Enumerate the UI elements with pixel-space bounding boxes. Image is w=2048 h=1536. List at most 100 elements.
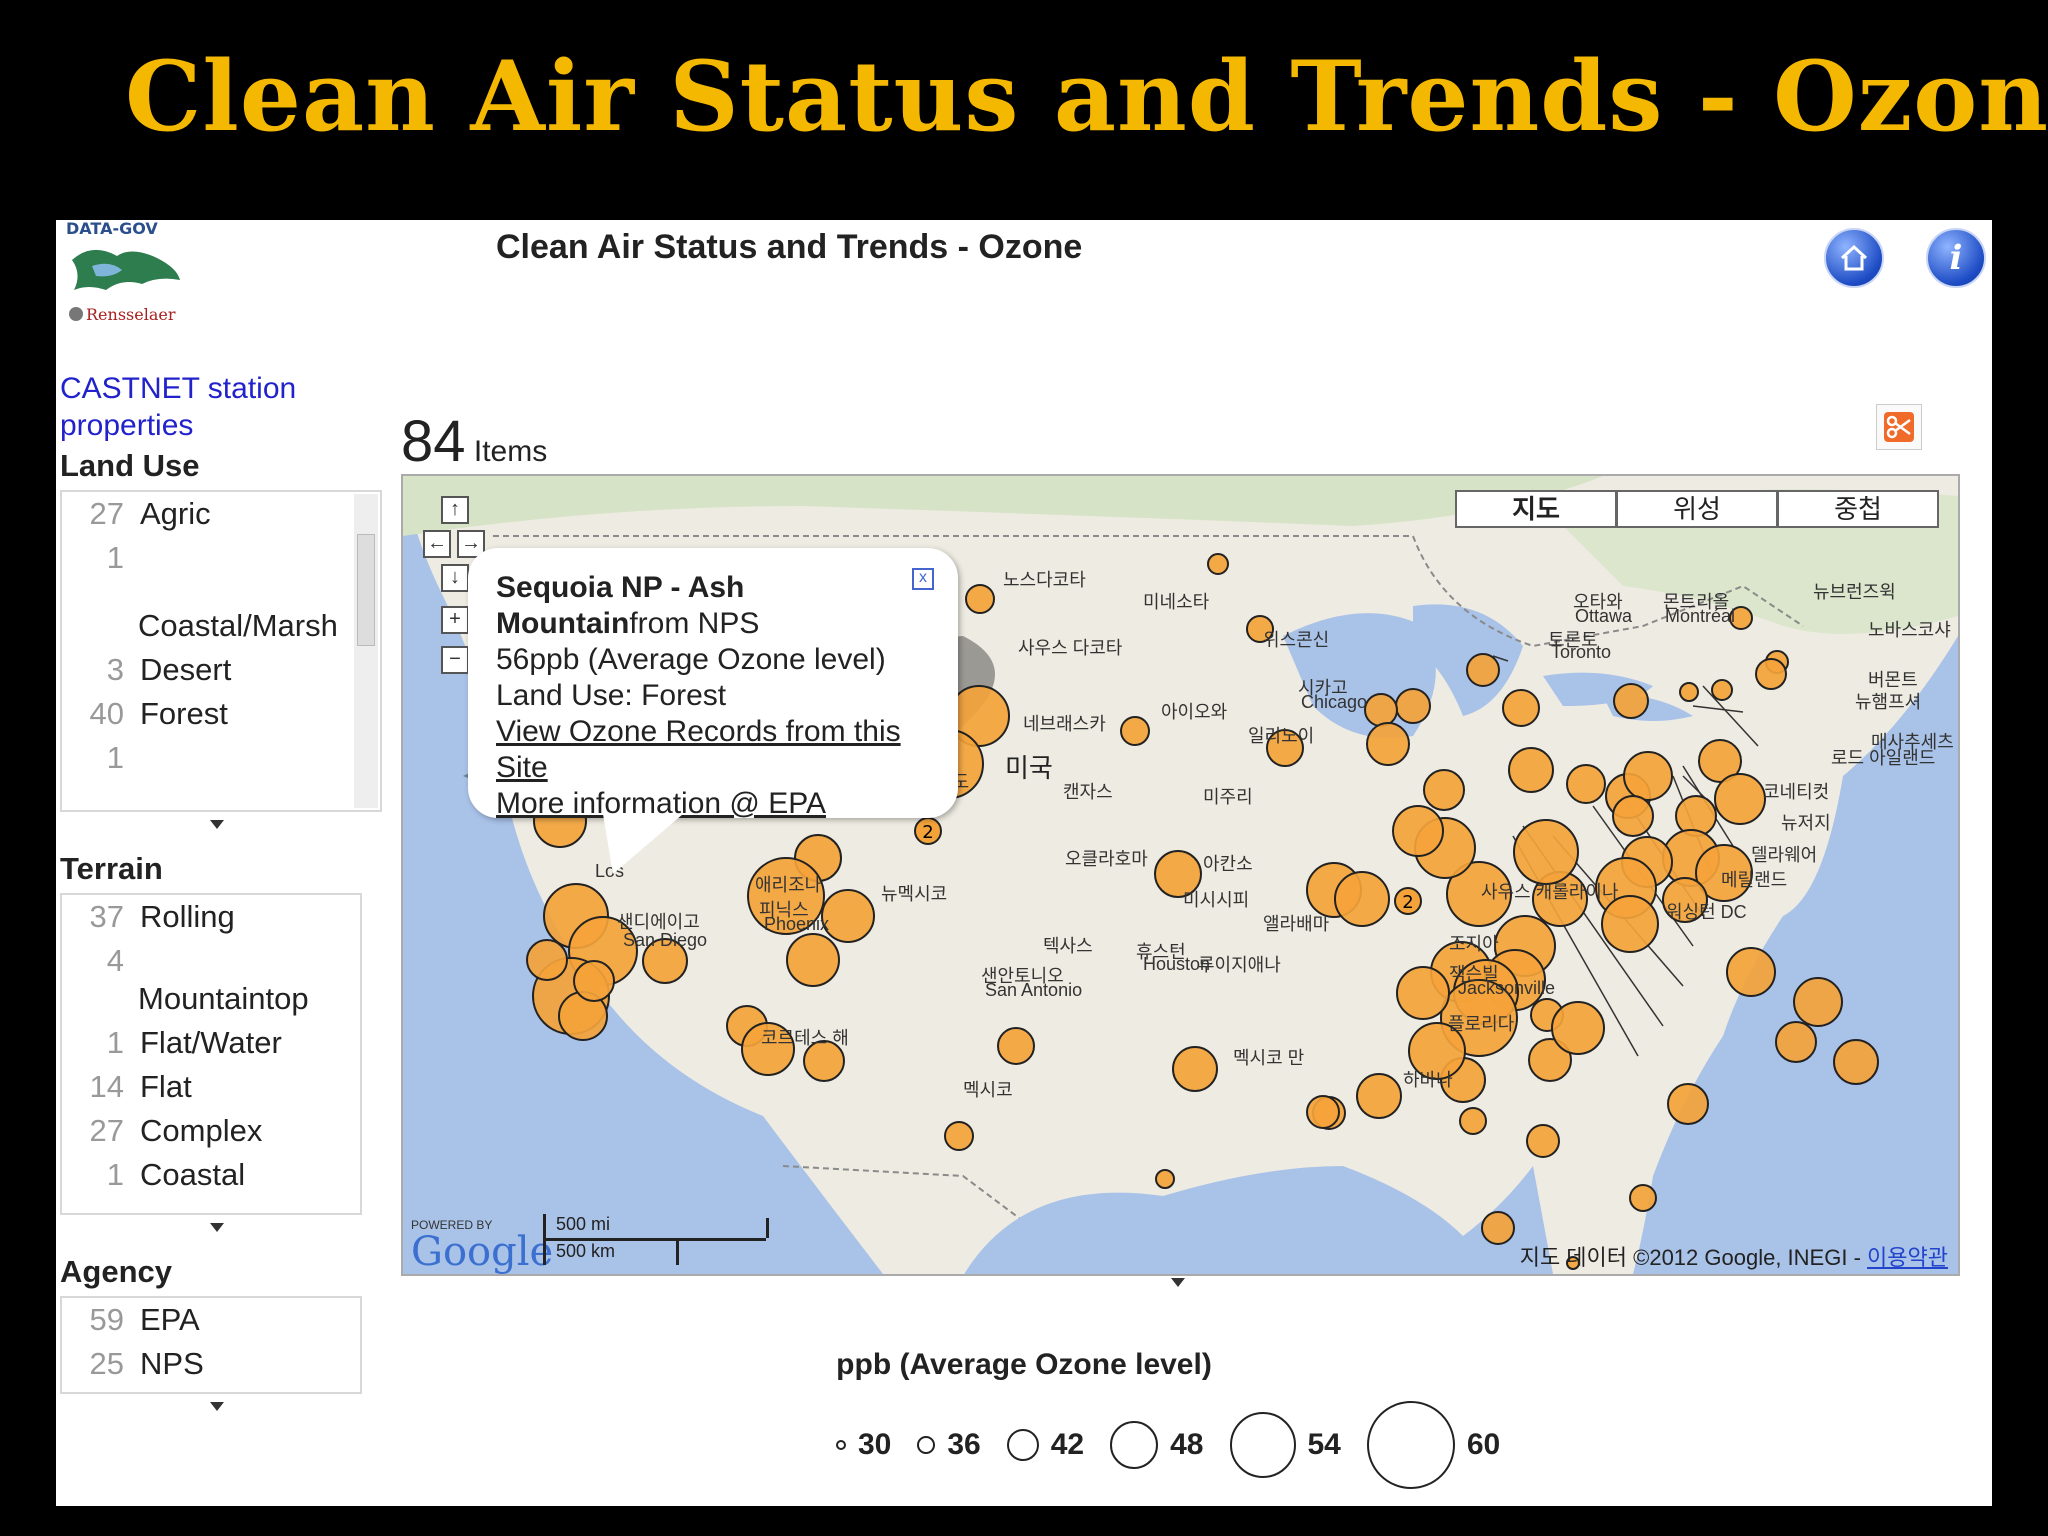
map-view[interactable]: 2 2 노스다코타 미네소타 사우스 다코타 위스콘신 오타와 Ottawa 몬트리올 Mon… (401, 474, 1960, 1276)
station-marker[interactable] (741, 1022, 795, 1076)
data-gov-logo[interactable]: DATA-GOV Rensselaer (62, 220, 192, 330)
info-button[interactable]: i (1926, 228, 1986, 288)
scrollbar-thumb[interactable] (357, 534, 375, 646)
station-marker[interactable] (1207, 553, 1229, 575)
facet-row[interactable]: 4 (62, 939, 360, 983)
facet-row[interactable]: Mountaintop (62, 977, 360, 1021)
pan-up-button[interactable]: ↑ (441, 496, 469, 524)
pan-left-button[interactable]: ← (423, 530, 451, 558)
station-marker[interactable] (786, 933, 840, 987)
station-marker[interactable] (1729, 606, 1753, 630)
station-marker[interactable] (1667, 1083, 1709, 1125)
facet-row[interactable]: 27 Complex (62, 1109, 360, 1153)
pan-down-button[interactable]: ↓ (441, 564, 469, 592)
station-marker[interactable] (1356, 1073, 1402, 1119)
facet-row[interactable]: 14 Flat (62, 1065, 360, 1109)
station-marker[interactable] (1551, 1001, 1605, 1055)
station-marker[interactable] (1695, 844, 1753, 902)
facet-row[interactable]: 37 Rolling (62, 895, 360, 939)
terms-link[interactable]: 이용약관 (1867, 1245, 1948, 1270)
facet-row[interactable]: 1 (62, 736, 380, 780)
station-marker[interactable] (573, 960, 615, 1002)
station-marker[interactable] (1566, 764, 1606, 804)
cluster-marker[interactable]: 2 (1394, 887, 1422, 915)
scissors-button[interactable] (1876, 404, 1922, 450)
station-marker[interactable] (1423, 769, 1465, 811)
station-marker[interactable] (1755, 658, 1787, 690)
station-marker[interactable] (1623, 751, 1673, 801)
map-type-map-button[interactable]: 지도 (1455, 490, 1617, 528)
powered-by-label: POWERED BY (411, 1218, 493, 1232)
station-marker[interactable] (1408, 1022, 1466, 1080)
station-marker[interactable] (642, 938, 688, 984)
close-icon[interactable]: x (912, 568, 934, 590)
expand-arrow-icon[interactable] (210, 1223, 224, 1232)
facet-row[interactable]: 1 Flat/Water (62, 1021, 360, 1065)
station-marker[interactable] (1528, 1038, 1572, 1082)
station-marker[interactable] (1154, 850, 1202, 898)
station-marker[interactable] (1466, 653, 1500, 687)
station-marker[interactable] (1508, 747, 1554, 793)
facet-row[interactable]: 3 Desert (62, 648, 380, 692)
station-marker[interactable] (821, 889, 875, 943)
facet-row[interactable]: 27 Agric (62, 492, 380, 536)
zoom-in-button[interactable]: + (441, 606, 469, 634)
google-logo[interactable]: POWERED BY Google (411, 1218, 553, 1272)
station-marker[interactable] (1679, 682, 1699, 702)
station-marker[interactable] (1601, 895, 1659, 953)
home-button[interactable] (1824, 228, 1884, 288)
station-marker[interactable] (1698, 739, 1742, 783)
view-records-link[interactable]: View Ozone Records from this Site (496, 715, 901, 784)
station-marker[interactable] (1155, 1169, 1175, 1189)
station-marker[interactable] (944, 1121, 974, 1151)
station-marker[interactable] (1833, 1039, 1879, 1085)
station-marker[interactable] (1392, 805, 1444, 857)
castnet-properties-link[interactable]: CASTNET station properties (60, 372, 297, 442)
map-type-hybrid-button[interactable]: 중첩 (1777, 490, 1939, 528)
station-marker[interactable] (526, 939, 568, 981)
station-marker[interactable] (1714, 773, 1766, 825)
station-marker[interactable] (803, 1040, 845, 1082)
station-marker[interactable] (965, 584, 995, 614)
station-marker[interactable] (1120, 716, 1150, 746)
station-marker[interactable] (1481, 1211, 1515, 1245)
zoom-out-button[interactable]: − (441, 646, 469, 674)
station-marker[interactable] (1366, 722, 1410, 766)
station-marker[interactable] (747, 857, 825, 935)
station-marker[interactable] (1172, 1046, 1218, 1092)
facet-row[interactable]: Coastal/Marsh (62, 580, 380, 648)
facet-row[interactable]: 1 (62, 536, 380, 580)
station-marker[interactable] (1566, 1256, 1580, 1270)
station-marker[interactable] (1711, 679, 1733, 701)
facet-row[interactable]: 1 Coastal (62, 1153, 360, 1197)
cluster-marker[interactable]: 2 (914, 817, 942, 845)
facet-row[interactable]: 25 NPS (62, 1342, 360, 1386)
station-marker[interactable] (1726, 947, 1776, 997)
legend-title: ppb (Average Ozone level) (836, 1348, 1212, 1381)
station-marker[interactable] (1513, 819, 1579, 885)
station-marker[interactable] (1266, 729, 1304, 767)
station-marker[interactable] (1396, 966, 1450, 1020)
map-type-satellite-button[interactable]: 위성 (1616, 490, 1778, 528)
expand-arrow-icon[interactable] (210, 820, 224, 829)
station-marker[interactable] (1306, 1095, 1340, 1129)
facet-row[interactable]: 59 EPA (62, 1298, 360, 1342)
station-marker[interactable] (1526, 1124, 1560, 1158)
station-marker[interactable] (1334, 871, 1390, 927)
station-marker[interactable] (1502, 689, 1540, 727)
station-marker[interactable] (1459, 1107, 1487, 1135)
station-marker[interactable] (997, 1027, 1035, 1065)
station-marker[interactable] (1613, 683, 1649, 719)
place-label: San Antonio (985, 980, 1083, 1000)
station-marker[interactable] (1662, 877, 1708, 923)
expand-arrow-icon[interactable] (210, 1402, 224, 1411)
facet-row[interactable]: 40 Forest (62, 692, 380, 736)
station-marker[interactable] (1612, 795, 1654, 837)
station-marker[interactable] (1775, 1021, 1817, 1063)
expand-arrow-icon[interactable] (1171, 1278, 1185, 1287)
station-marker[interactable] (1629, 1184, 1657, 1212)
station-marker[interactable] (1446, 861, 1512, 927)
station-marker[interactable] (1246, 615, 1274, 643)
facet-scrollbar[interactable] (354, 494, 378, 808)
station-marker[interactable] (1793, 977, 1843, 1027)
